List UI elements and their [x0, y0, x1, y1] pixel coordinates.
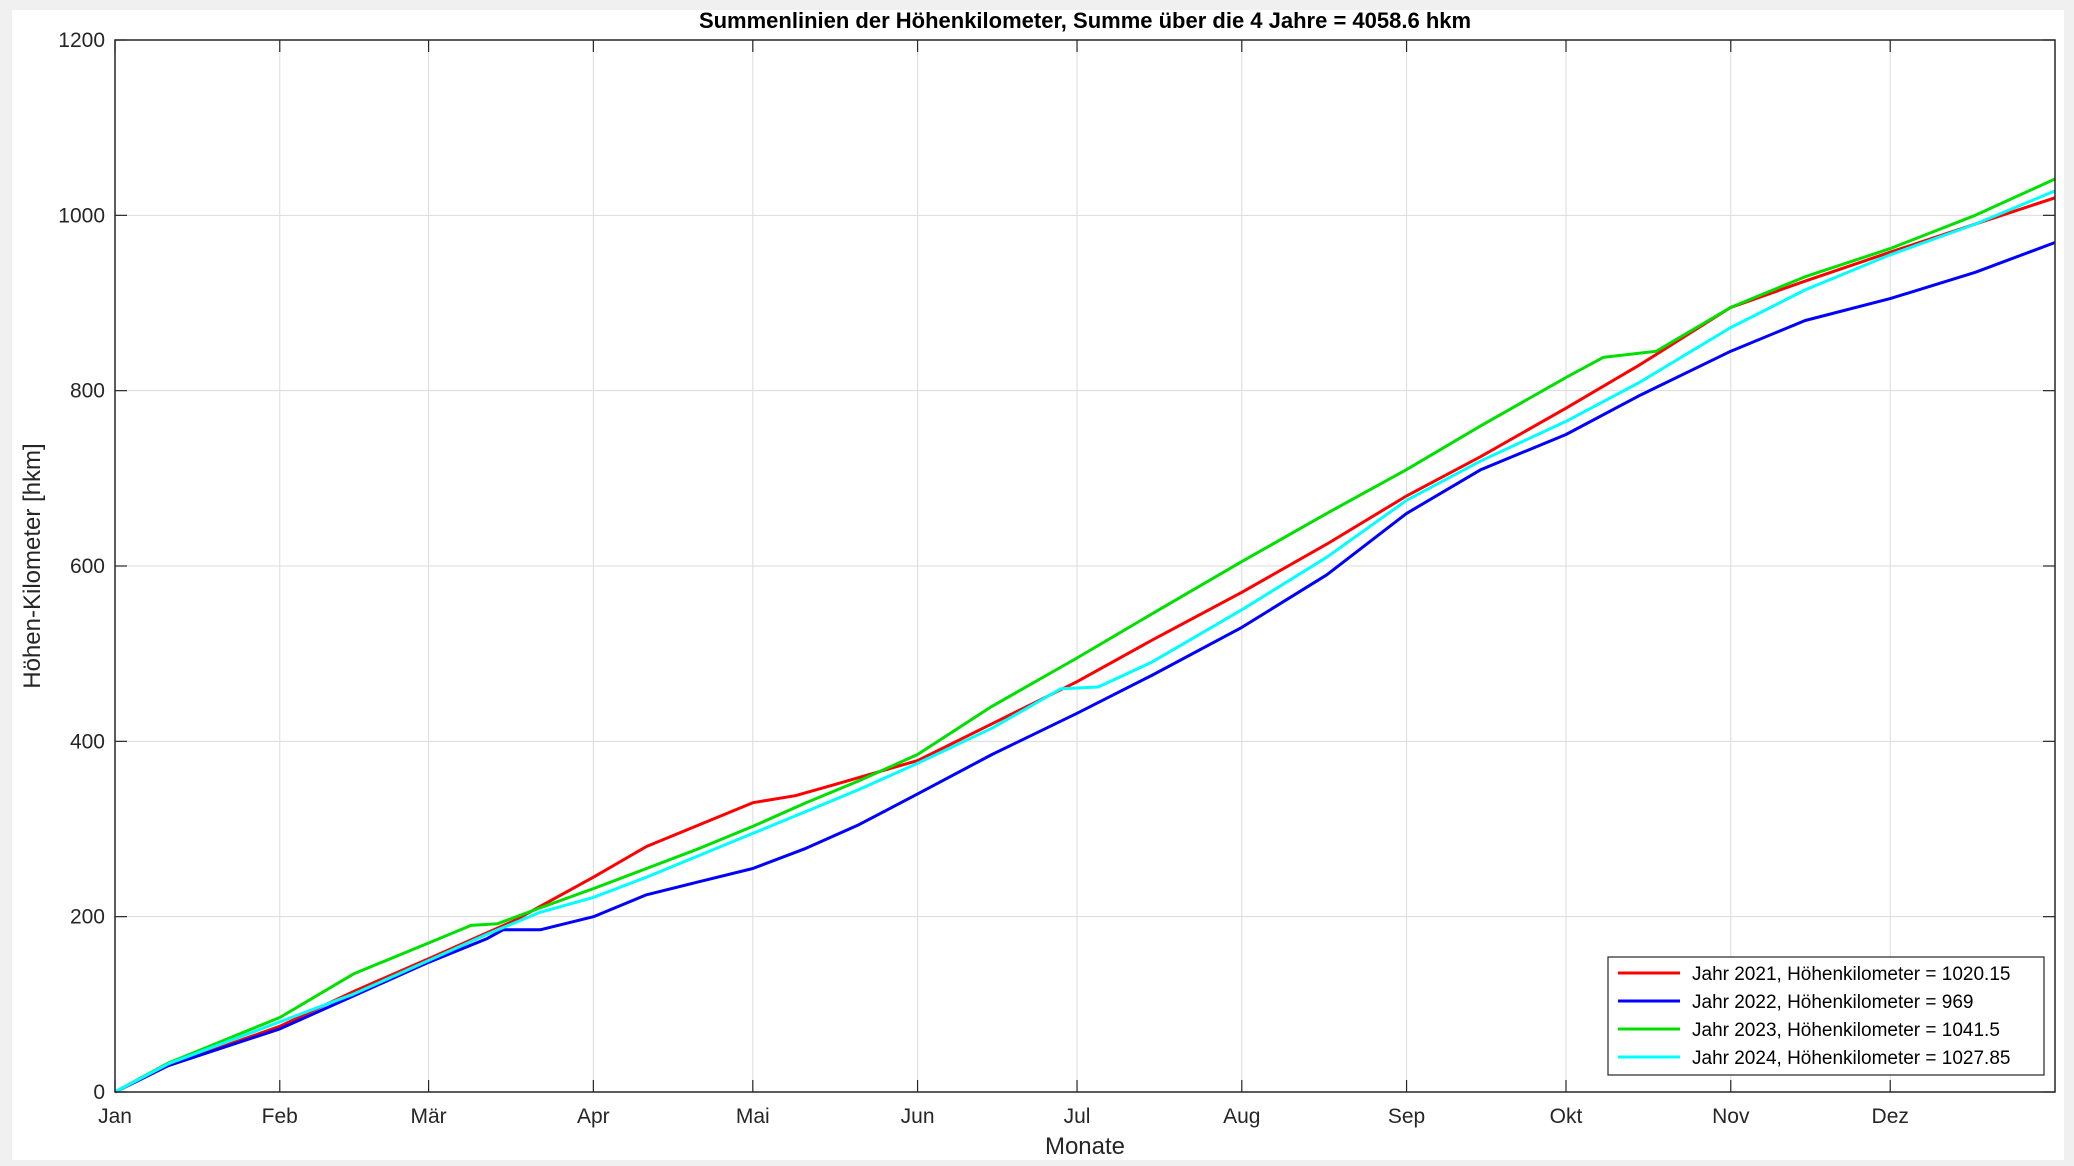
y-tick-label: 1000 [58, 204, 105, 227]
series-line-4 [114, 189, 2056, 1094]
legend-entry-label: Jahr 2024, Höhenkilometer = 1027.85 [1692, 1048, 2010, 1069]
x-tick-label: Jan [98, 1105, 132, 1128]
x-tick-label: Okt [1550, 1105, 1583, 1128]
x-tick-label: Jul [1064, 1105, 1091, 1128]
y-tick-label: 400 [70, 730, 105, 753]
x-tick-label: Sep [1388, 1105, 1425, 1128]
y-axis-label: Höhen-Kilometer [hkm] [19, 443, 46, 688]
legend: Jahr 2021, Höhenkilometer = 1020.15 Jahr … [1607, 956, 2045, 1076]
series-line-3 [114, 177, 2056, 1094]
legend-entry-label: Jahr 2022, Höhenkilometer = 969 [1692, 992, 1973, 1013]
legend-entry-label: Jahr 2021, Höhenkilometer = 1020.15 [1692, 964, 2010, 985]
x-tick-label: Apr [577, 1105, 610, 1128]
legend-entry-label: Jahr 2023, Höhenkilometer = 1041.5 [1692, 1020, 2000, 1041]
x-tick-label: Nov [1712, 1105, 1750, 1128]
x-tick-label: Mai [736, 1105, 770, 1128]
y-axis: 0 200 400 600 800 1000 1200 [58, 29, 2055, 1104]
x-axis: Jan Feb Mär Apr Mai Jun Jul Aug Sep Okt Nov Dez [98, 40, 1909, 1128]
y-tick-label: 1200 [58, 29, 105, 52]
x-tick-label: Dez [1872, 1105, 1909, 1128]
x-tick-label: Aug [1223, 1105, 1260, 1128]
x-tick-label: Jun [901, 1105, 935, 1128]
chart-title: Summenlinien der Höhenkilometer, Summe ü… [699, 8, 1471, 33]
series-group [114, 177, 2056, 1094]
x-axis-label: Monate [1045, 1133, 1125, 1160]
x-tick-label: Mär [411, 1105, 447, 1128]
y-tick-label: 800 [70, 380, 105, 403]
y-tick-label: 200 [70, 906, 105, 929]
y-tick-label: 600 [70, 555, 105, 578]
series-line-2 [114, 241, 2056, 1094]
x-tick-label: Feb [262, 1105, 298, 1128]
legend-box [1607, 956, 2045, 1076]
y-tick-label: 0 [93, 1081, 105, 1104]
